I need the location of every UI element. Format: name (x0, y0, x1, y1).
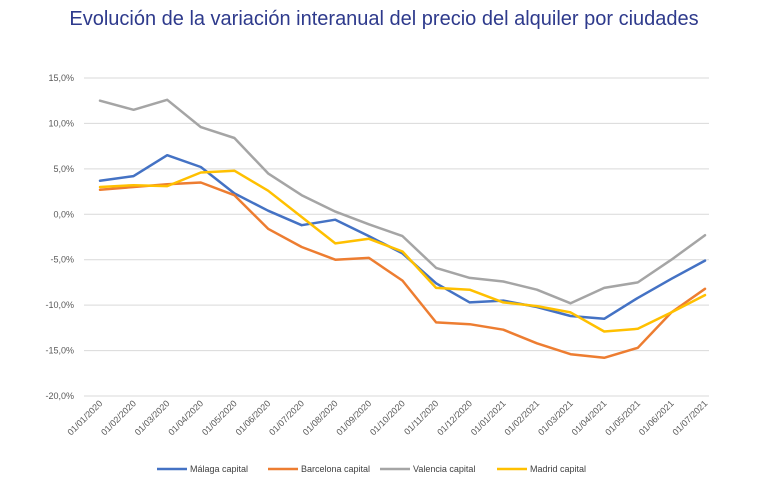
x-tick-label: 01/12/2020 (435, 398, 474, 437)
y-tick-label: 15,0% (48, 73, 74, 83)
x-tick-label: 01/01/2020 (65, 398, 104, 437)
x-tick-label: 01/07/2021 (670, 398, 709, 437)
y-tick-label: 10,0% (48, 118, 74, 128)
series-line (98, 153, 707, 321)
y-tick-label: -5,0% (50, 255, 74, 265)
grid-lines (84, 77, 709, 397)
chart-title: Evolución de la variación interanual del… (69, 8, 699, 30)
y-tick-label: 0,0% (53, 209, 74, 219)
x-tick-label: 01/02/2020 (99, 398, 138, 437)
x-tick-label: 01/04/2020 (166, 398, 205, 437)
x-tick-label: 01/09/2020 (334, 398, 373, 437)
y-axis-tick-labels: 15,0% 10,0% 5,0% 0,0% -5,0% -10,0% -15,0% -20,0… (45, 73, 74, 401)
legend-label: Valencia capital (413, 464, 475, 474)
series-line (98, 181, 707, 360)
series-line (98, 169, 707, 333)
x-tick-label: 01/06/2021 (637, 398, 676, 437)
y-tick-label: -10,0% (45, 300, 74, 310)
y-tick-label: -15,0% (45, 346, 74, 356)
x-axis-tick-labels: 01/01/202001/02/202001/03/202001/04/2020… (65, 398, 709, 437)
series-line (98, 98, 707, 305)
series-lines (98, 98, 707, 360)
legend-label: Málaga capital (190, 464, 248, 474)
x-tick-label: 01/05/2020 (200, 398, 239, 437)
y-tick-label: 5,0% (53, 164, 74, 174)
x-tick-label: 01/08/2020 (301, 398, 340, 437)
x-tick-label: 01/06/2020 (234, 398, 273, 437)
x-tick-label: 01/03/2020 (133, 398, 172, 437)
legend: Málaga capital Barcelona capital Valencia … (157, 464, 586, 474)
x-tick-label: 01/10/2020 (368, 398, 407, 437)
legend-label: Barcelona capital (301, 464, 370, 474)
x-tick-label: 01/05/2021 (603, 398, 642, 437)
x-tick-label: 01/03/2021 (536, 398, 575, 437)
x-tick-label: 01/04/2021 (570, 398, 609, 437)
x-tick-label: 01/07/2020 (267, 398, 306, 437)
x-tick-label: 01/01/2021 (469, 398, 508, 437)
legend-label: Madrid capital (530, 464, 586, 474)
y-tick-label: -20,0% (45, 391, 74, 401)
x-tick-label: 01/02/2021 (502, 398, 541, 437)
